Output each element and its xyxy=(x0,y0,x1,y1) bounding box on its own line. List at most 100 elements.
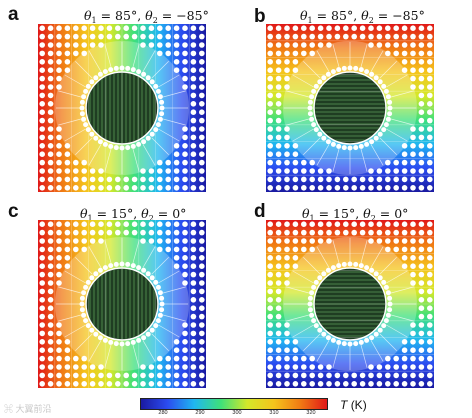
lattice-hole xyxy=(39,33,45,40)
lattice-hole xyxy=(56,176,62,183)
ring-hole xyxy=(97,267,103,273)
lattice-hole xyxy=(309,25,315,31)
lattice-hole xyxy=(123,33,129,40)
lattice-hole xyxy=(173,364,180,370)
lattice-hole xyxy=(131,25,138,31)
ring-hole xyxy=(85,83,91,89)
isotherm-line xyxy=(88,340,102,362)
lattice-hole xyxy=(165,33,171,40)
isotherm-line xyxy=(58,118,82,126)
lattice-hole xyxy=(385,238,391,244)
lattice-hole xyxy=(81,42,87,48)
lattice-hole xyxy=(56,75,62,82)
lattice-hole xyxy=(81,238,87,244)
lattice-hole xyxy=(317,25,324,31)
ring-hole xyxy=(387,301,393,307)
lattice-hole xyxy=(385,372,391,379)
lattice-hole xyxy=(173,221,180,227)
lattice-hole xyxy=(385,33,391,40)
ring-hole xyxy=(159,111,165,117)
lattice-hole xyxy=(47,255,54,261)
ring-hole xyxy=(130,263,136,269)
lattice-hole xyxy=(401,246,408,253)
lattice-hole xyxy=(64,381,71,387)
lattice-hole xyxy=(190,313,197,320)
panel-a-letter: a xyxy=(8,4,19,25)
isotherm-line xyxy=(360,148,368,172)
lattice-hole xyxy=(401,347,408,353)
isotherm-line xyxy=(88,144,102,166)
isotherm-line xyxy=(58,90,82,98)
lattice-hole xyxy=(267,42,273,48)
lattice-hole xyxy=(401,67,408,73)
lattice-hole xyxy=(39,117,45,124)
lattice-hole xyxy=(401,372,408,379)
lattice-hole xyxy=(89,33,96,40)
lattice-hole xyxy=(292,159,299,166)
lattice-hole xyxy=(98,33,104,40)
ring-hole xyxy=(79,105,85,111)
lattice-hole xyxy=(376,381,383,387)
lattice-hole xyxy=(267,67,273,73)
lattice-hole xyxy=(427,288,433,295)
lattice-hole xyxy=(368,221,374,227)
lattice-hole xyxy=(64,151,71,157)
lattice-hole xyxy=(418,151,425,157)
watermark: ⌘ 大翼前沿 xyxy=(4,402,52,415)
ring-hole xyxy=(317,327,323,333)
lattice-hole xyxy=(401,355,408,362)
isotherm-line xyxy=(132,148,140,172)
lattice-hole xyxy=(182,229,188,236)
ring-hole xyxy=(159,301,165,307)
ring-hole xyxy=(89,131,95,137)
lattice-hole xyxy=(81,33,87,40)
lattice-hole xyxy=(284,330,290,337)
lattice-hole xyxy=(64,339,71,345)
lattice-hole xyxy=(284,263,290,269)
lattice-hole xyxy=(267,176,273,183)
lattice-hole xyxy=(418,280,425,286)
panel-b-caption: θ1 = 85°, θ2 = −85° xyxy=(300,8,425,25)
ring-hole xyxy=(358,339,364,345)
lattice-hole xyxy=(393,238,399,244)
isotherm-line xyxy=(292,128,314,142)
isotherm-line xyxy=(151,257,169,275)
lattice-hole xyxy=(199,313,205,320)
isotherm-line xyxy=(292,74,314,88)
ring-hole xyxy=(307,99,313,105)
lattice-hole xyxy=(98,185,104,191)
lattice-hole xyxy=(190,255,197,261)
lattice-hole xyxy=(376,185,383,191)
lattice-hole xyxy=(173,168,180,174)
lattice-hole xyxy=(190,134,197,141)
lattice-hole xyxy=(292,176,299,183)
ring-hole xyxy=(149,131,155,137)
isotherm-line xyxy=(58,286,82,294)
lattice-hole xyxy=(292,339,299,345)
lattice-hole xyxy=(427,176,433,183)
lattice-hole xyxy=(182,364,188,370)
lattice-hole xyxy=(427,50,433,57)
isotherm-line xyxy=(142,144,156,166)
ring-hole xyxy=(336,263,342,269)
lattice-hole xyxy=(190,280,197,286)
lattice-hole xyxy=(115,372,121,379)
lattice-hole xyxy=(199,101,205,107)
lattice-hole xyxy=(393,372,399,379)
lattice-hole xyxy=(173,263,180,269)
lattice-hole xyxy=(182,59,188,65)
ring-hole xyxy=(347,65,353,71)
ring-hole xyxy=(153,127,159,133)
lattice-hole xyxy=(418,168,425,174)
lattice-hole xyxy=(182,33,188,40)
lattice-hole xyxy=(309,42,315,48)
lattice-hole xyxy=(427,126,433,132)
lattice-hole xyxy=(301,372,307,379)
lattice-hole xyxy=(157,229,163,236)
lattice-hole xyxy=(267,280,273,286)
lattice-hole xyxy=(98,42,104,48)
lattice-hole xyxy=(292,50,299,57)
ring-hole xyxy=(155,88,161,94)
lattice-hole xyxy=(47,92,54,99)
lattice-hole xyxy=(292,185,299,191)
